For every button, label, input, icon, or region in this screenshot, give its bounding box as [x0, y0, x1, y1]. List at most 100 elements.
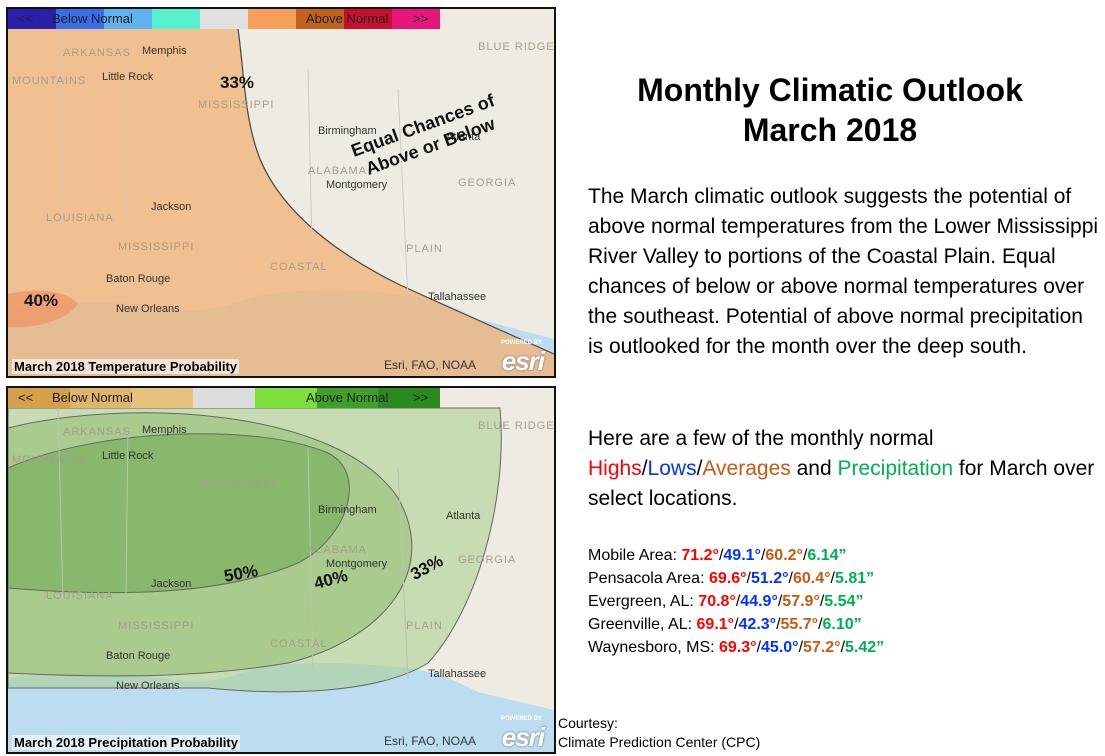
station-row: Mobile Area: 71.2°/49.1°/60.2°/6.14” [588, 547, 847, 564]
courtesy-source: Climate Prediction Center (CPC) [558, 734, 761, 750]
intro-post: for March over select locations. [588, 457, 1095, 510]
station-avg: 60.4° [792, 570, 831, 587]
station-low: 42.3° [738, 616, 777, 633]
legend-swatch[interactable] [248, 9, 296, 29]
legend-swatch[interactable] [344, 9, 392, 29]
map-label: BLUE RIDGE [478, 420, 555, 432]
map-label: COASTAL [270, 638, 328, 650]
intro-pre: Here are a few of the monthly normal [588, 427, 934, 450]
map-label: Jackson [151, 201, 192, 213]
legend-right-arrow[interactable]: >> [413, 390, 429, 405]
legend-swatch[interactable] [56, 9, 104, 29]
legend-swatch[interactable] [69, 388, 132, 408]
legend-swatch[interactable] [104, 9, 152, 29]
station-low: 45.0° [761, 639, 799, 656]
legend-swatch[interactable] [254, 388, 317, 408]
station-row: Pensacola Area: 69.6°/51.2°/60.4°/5.81” [588, 570, 875, 587]
map-label: MISSISSIPPI [118, 620, 195, 632]
station-precip: 5.54” [824, 593, 864, 610]
map-label: BLUE RIDGE [478, 41, 555, 53]
station-name: Pensacola Area: [588, 570, 705, 587]
map-label: MISSISSIPPI [198, 99, 275, 111]
map-label: PLAIN [406, 620, 443, 632]
map-label: GEORGIA [458, 177, 517, 189]
legend-highs: Highs [588, 457, 642, 480]
map-label: Memphis [142, 424, 187, 436]
legend-lows: Lows [647, 457, 697, 480]
precipitation-legend [8, 388, 441, 408]
station-name: Evergreen, AL: [588, 593, 694, 610]
legend-swatch[interactable] [392, 9, 440, 29]
legend-left-arrow[interactable]: << [18, 11, 34, 26]
legend-swatch[interactable] [152, 9, 200, 29]
station-avg: 55.7° [780, 616, 819, 633]
map-label: Birmingham [318, 125, 377, 137]
map-label: LOUISIANA [46, 590, 114, 602]
legend-swatch[interactable] [193, 388, 255, 408]
legend-swatch[interactable] [131, 388, 194, 408]
legend-above-label: Above Normal [306, 390, 389, 405]
map-label: MOUNTAINS [12, 75, 87, 87]
legend-above-label: Above Normal [306, 11, 389, 26]
probability-label-33: 33% [220, 73, 255, 92]
legend-precipitation: Precipitation [837, 457, 954, 480]
map-label: Memphis [142, 45, 187, 57]
map-label: Little Rock [102, 71, 154, 83]
esri-powered-by: POWERED BY [500, 716, 542, 722]
station-precip: 5.42” [845, 639, 885, 656]
station-name: Waynesboro, MS: [588, 639, 715, 656]
map-credit[interactable]: Esri, FAO, NOAA [383, 734, 476, 748]
legend-swatch[interactable] [8, 9, 56, 29]
map-label: PLAIN [406, 243, 443, 255]
map-label: Atlanta [446, 510, 481, 522]
temperature-map-canvas [8, 9, 554, 376]
precipitation-map-canvas [8, 388, 554, 752]
legend-below-label: Below Normal [52, 390, 133, 405]
station-avg: 57.2° [803, 639, 841, 656]
legend-swatch[interactable] [296, 9, 344, 29]
legend-right-arrow[interactable]: >> [413, 11, 429, 26]
precipitation-probability-map[interactable]: << Below Normal Above Normal >> ARKANSAS… [6, 386, 556, 754]
intro-and: and [796, 457, 832, 480]
temperature-probability-map[interactable]: << Below Normal Above Normal >> ARKANSAS… [6, 7, 556, 378]
map-credit[interactable]: Esri, FAO, NOAA [383, 358, 476, 372]
map-label: ARKANSAS [63, 426, 131, 438]
station-precip: 5.81” [834, 570, 875, 587]
legend-swatch[interactable] [316, 388, 379, 408]
legend-left-arrow[interactable]: << [18, 390, 34, 405]
station-high: 70.8° [698, 593, 736, 610]
station-precip: 6.14” [807, 547, 847, 564]
station-low: 49.1° [723, 547, 761, 564]
map-label: COASTAL [270, 261, 328, 273]
station-normals-list: Mobile Area: 71.2°/49.1°/60.2°/6.14” Pen… [588, 544, 884, 659]
legend-swatch[interactable] [200, 9, 248, 29]
station-high: 69.1° [696, 616, 735, 633]
station-precip: 6.10” [822, 616, 862, 633]
map-label: Atlanta [446, 131, 481, 143]
map-caption: March 2018 Precipitation Probability [12, 735, 240, 750]
map-label: GEORGIA [458, 554, 517, 566]
map-label: Jackson [151, 578, 192, 590]
map-label: Baton Rouge [106, 273, 171, 285]
station-name: Greenville, AL: [588, 616, 693, 633]
station-name: Mobile Area: [588, 547, 677, 564]
outlook-summary: The March climatic outlook suggests the … [588, 185, 1099, 358]
esri-logo[interactable]: POWERED BY esri [490, 716, 548, 752]
station-avg: 57.9° [782, 593, 820, 610]
probability-label-40: 40% [24, 291, 59, 310]
normals-intro: Here are a few of the monthly normal Hig… [588, 427, 1095, 510]
esri-powered-by: POWERED BY [500, 340, 542, 346]
map-label: MISSISSIPPI [200, 478, 277, 490]
map-label: Birmingham [318, 504, 377, 516]
map-label: LOUISIANA [46, 212, 114, 224]
map-label: New Orleans [116, 303, 180, 315]
map-label: ALABAMA [308, 165, 367, 177]
map-label: MOUNTAINS [12, 454, 87, 466]
map-label: Baton Rouge [106, 650, 171, 662]
esri-logo[interactable]: POWERED BY esri [490, 340, 548, 376]
station-low: 51.2° [750, 570, 789, 587]
station-high: 69.3° [719, 639, 757, 656]
legend-swatch[interactable] [8, 388, 70, 408]
legend-swatch[interactable] [378, 388, 441, 408]
esri-wordmark: esri [501, 722, 545, 752]
